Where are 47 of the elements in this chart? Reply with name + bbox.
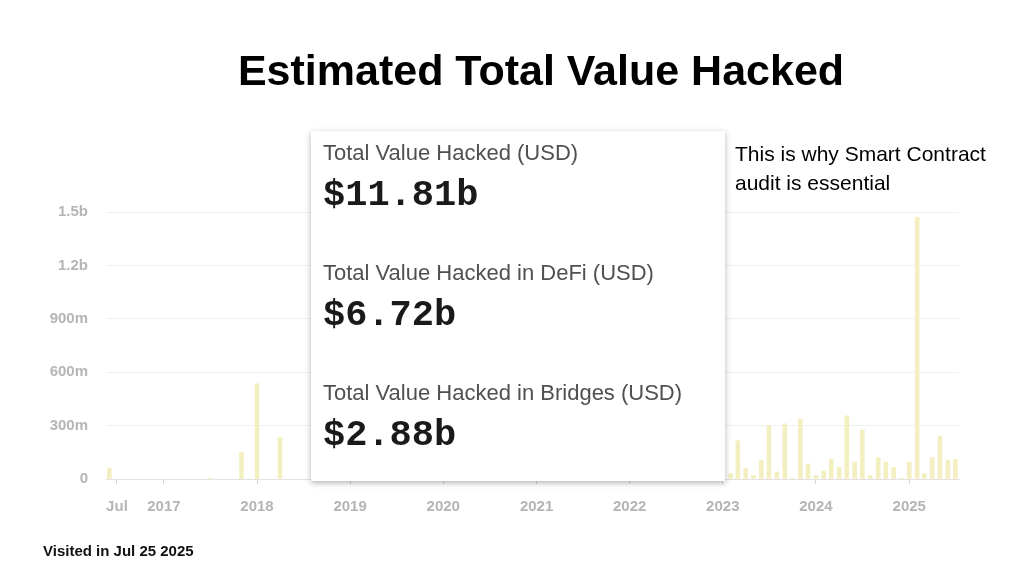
x-tick-label: 2022 [613,497,647,515]
bar [728,473,734,479]
x-tick-label: 2021 [519,497,554,515]
text: Total Value Hacked (USD) [323,139,579,167]
annotation: $11.81b [323,173,479,217]
bar [743,467,749,479]
y-tick-label: 600m [49,362,88,380]
bar [798,419,803,479]
bar [891,467,897,479]
text: Visited in Jul 25 2025 [43,541,194,561]
y-tick-label: 1.2b [57,255,88,273]
y-tick-label: 0 [79,469,88,487]
x-tick-label: 2017 [147,497,181,515]
bar [921,473,927,479]
bar [844,415,850,479]
x-tick-label: 2020 [426,497,460,515]
x-tick-label: 2018 [240,497,274,515]
bar [751,475,756,479]
bar [758,459,764,479]
y-tick-label: 900m [49,308,88,326]
bar [906,461,912,479]
x-tick-label: 2025 [892,497,926,515]
bar [813,475,819,479]
bar [929,457,935,479]
bar [945,459,951,479]
annotation: $6.72b [323,293,457,337]
bar [828,459,834,479]
bar [106,467,112,479]
bar [859,429,865,479]
x-tick-label: 2024 [799,497,834,515]
bar [867,475,873,479]
annotation: Total Value Hacked in DeFi (USD) [323,259,654,287]
bar [852,461,857,479]
y-tick-label: 1.5b [57,202,88,220]
bar [883,461,889,479]
bar [239,451,244,479]
bar [782,423,788,479]
x-tick-label: Jul [106,497,128,515]
bar [953,459,958,479]
x-tick-label: 2019 [333,497,367,515]
annotation: $2.88b [323,413,457,457]
y-tick-label: 300m [49,415,88,433]
annotation: Total Value Hacked in Bridges (USD) [323,379,683,407]
text: This is why Smart Contract audit is essential [735,141,987,196]
x-tick-label: 2023 [706,497,740,515]
bar [821,470,827,479]
chart-title: Estimated Total Value Hacked [236,45,846,96]
